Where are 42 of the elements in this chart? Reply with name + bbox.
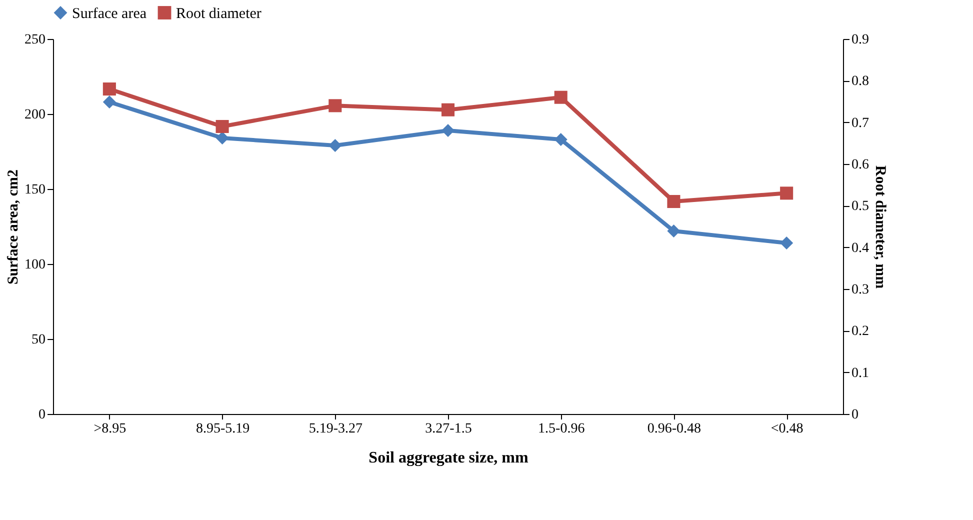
point xyxy=(216,120,229,134)
y2-tick-label: 0.9 xyxy=(852,32,869,48)
point xyxy=(554,132,568,146)
x-tick-label: 0.96-0.48 xyxy=(647,422,702,436)
y-tick-label: 250 xyxy=(24,32,46,48)
x-axis-title: Soil aggregate size, mm xyxy=(368,450,529,466)
point xyxy=(328,99,342,112)
y2-tick-label: 0.4 xyxy=(852,240,869,256)
point xyxy=(554,90,568,104)
x-tick-label: 8.95-5.19 xyxy=(196,422,250,436)
y-tick-label: 50 xyxy=(32,332,46,348)
y-tick-label: 150 xyxy=(24,182,46,198)
point xyxy=(102,82,116,96)
x-tick-label: >8.95 xyxy=(94,422,126,436)
y-tick-label: 100 xyxy=(24,258,46,272)
legend-label: Root diameter xyxy=(176,6,262,22)
y2-tick-label: 0.7 xyxy=(852,116,869,131)
y2-tick-label: 0 xyxy=(852,408,858,422)
y-axis-title: Surface area, cm2 xyxy=(6,169,22,285)
y-tick-label: 0 xyxy=(38,408,46,422)
y2-tick-label: 0.8 xyxy=(852,74,869,90)
point xyxy=(328,138,342,152)
x-tick-label: 3.27-1.5 xyxy=(425,422,472,436)
y2-tick-label: 0.5 xyxy=(852,199,869,214)
y2-tick-label: 0.6 xyxy=(852,158,869,172)
point xyxy=(441,124,455,138)
y-tick-label: 200 xyxy=(24,108,46,122)
y2-axis-title: Root diameter, mm xyxy=(872,165,888,290)
x-tick-label: <0.48 xyxy=(770,422,804,436)
point xyxy=(216,131,229,145)
x-tick-label: 1.5-0.96 xyxy=(538,422,585,436)
point xyxy=(667,194,680,208)
point xyxy=(667,224,680,238)
point xyxy=(102,95,116,109)
legend-label: Surface area xyxy=(72,6,147,22)
point xyxy=(441,103,455,116)
y2-tick-label: 0.1 xyxy=(852,366,869,381)
point xyxy=(780,186,794,200)
x-tick-label: 5.19-3.27 xyxy=(308,422,362,436)
y2-tick-label: 0.3 xyxy=(852,282,869,298)
point xyxy=(780,236,794,250)
y2-tick-label: 0.2 xyxy=(852,324,869,340)
